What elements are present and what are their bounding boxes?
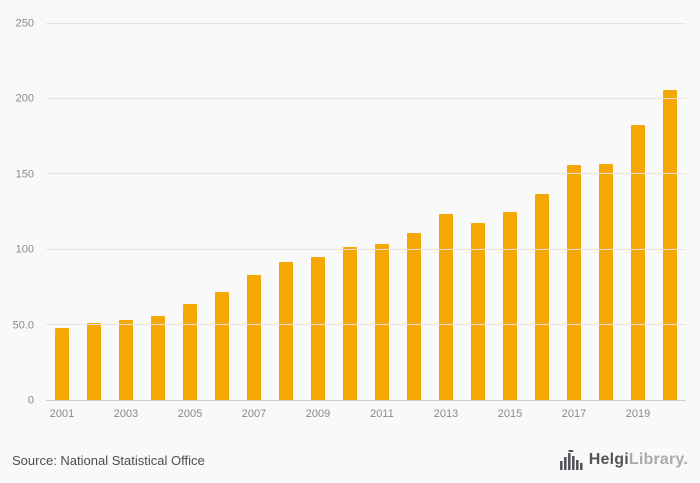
plot-area: 2001 2003 2005 2007 2009 2011 2013 2015 2017 2019	[46, 23, 686, 420]
bar-slot-2017: 2017	[558, 24, 590, 420]
bar-slot-2015: 2015	[494, 24, 526, 420]
bar-slot-2018	[590, 24, 622, 400]
bar-slot-2009: 2009	[302, 24, 334, 420]
bar-slot-2007: 2007	[238, 24, 270, 420]
gridline	[46, 98, 686, 100]
x-tick-label: 2001	[49, 408, 75, 420]
y-tick-label: 0	[27, 394, 34, 407]
bars-container: 2001 2003 2005 2007 2009 2011 2013 2015 2017 2019	[46, 24, 686, 420]
bar-2015	[502, 212, 518, 400]
y-tick-label: 250	[15, 17, 34, 30]
bar-slot-2005: 2005	[174, 24, 206, 420]
bar-2016	[534, 193, 550, 400]
x-tick-label: 2019	[625, 408, 651, 420]
bar-slot-2020	[654, 24, 686, 400]
x-tick-label: 2017	[561, 408, 587, 420]
x-tick-label: 2003	[113, 408, 139, 420]
x-tick-label: 2013	[433, 408, 459, 420]
x-tick-label: 2015	[497, 408, 523, 420]
logo-text-secondary: Library.	[628, 451, 688, 468]
bar-slot-2011: 2011	[366, 24, 398, 420]
skyline-bars-icon	[559, 450, 583, 470]
bar-slot-2019: 2019	[622, 24, 654, 420]
bar-2009	[310, 257, 326, 400]
bar-2010	[342, 246, 358, 400]
bar-2014	[470, 222, 486, 400]
bar-slot-2008	[270, 24, 302, 400]
bar-slot-2002	[78, 24, 110, 400]
bar-2003	[118, 320, 134, 400]
bar-slot-2016	[526, 24, 558, 400]
bar-slot-2004	[142, 24, 174, 400]
logo-text-primary: Helgi	[588, 451, 629, 468]
bar-slot-2003: 2003	[110, 24, 142, 420]
y-tick-label: 150	[15, 168, 34, 181]
y-tick-label: 50.0	[12, 319, 34, 332]
bar-2012	[406, 233, 422, 400]
bar-slot-2014	[462, 24, 494, 400]
gridline	[46, 323, 686, 325]
x-tick-label: 2009	[305, 408, 331, 420]
bar-slot-2013: 2013	[430, 24, 462, 420]
bar-2019	[630, 124, 646, 400]
logo-text: HelgiLibrary.	[589, 451, 688, 469]
y-tick-label: 200	[15, 92, 34, 105]
bar-slot-2001: 2001	[46, 24, 78, 420]
bar-2002	[86, 323, 102, 400]
bar-2011	[374, 243, 390, 400]
bar-slot-2006	[206, 24, 238, 400]
bar-2008	[278, 261, 294, 400]
bar-slot-2012	[398, 24, 430, 400]
x-tick-label: 2007	[241, 408, 267, 420]
gridline	[46, 173, 686, 175]
x-tick-label: 2005	[177, 408, 203, 420]
bar-2007	[246, 275, 262, 400]
chart-footer: Source: National Statistical Office Helg…	[0, 437, 700, 483]
bar-2020	[662, 90, 678, 400]
bar-2005	[182, 303, 198, 400]
bar-chart: 0 50.0 100 150 200 250 2001 2003 2005 2007 2009 20…	[0, 18, 686, 420]
bar-2001	[54, 327, 70, 400]
source-label: Source: National Statistical Office	[12, 452, 205, 468]
gridline	[46, 23, 686, 24]
bar-slot-2010	[334, 24, 366, 400]
y-tick-label: 100	[15, 243, 34, 256]
y-axis: 0 50.0 100 150 200 250	[0, 18, 40, 406]
bar-2004	[150, 315, 166, 400]
helgilibrary-logo: HelgiLibrary.	[559, 450, 688, 470]
bar-2013	[438, 213, 454, 400]
x-tick-label: 2011	[370, 408, 394, 420]
bar-2018	[598, 163, 614, 400]
bar-2006	[214, 291, 230, 400]
bar-2017	[566, 165, 582, 400]
gridline	[46, 248, 686, 250]
